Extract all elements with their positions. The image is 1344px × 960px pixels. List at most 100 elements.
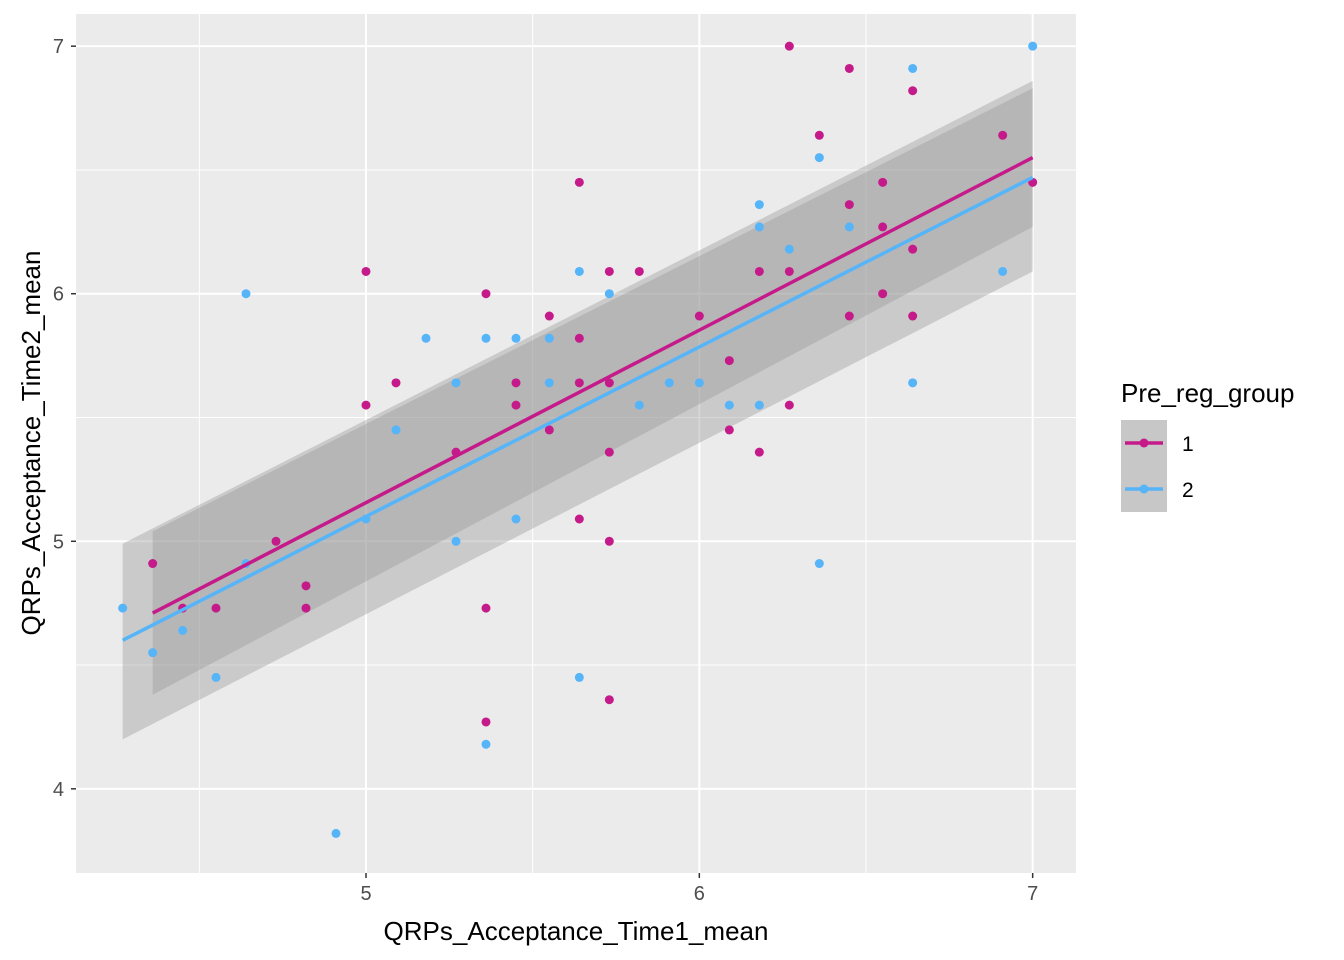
x-tick-label: 7 — [1027, 883, 1038, 905]
point-series-1 — [604, 266, 614, 276]
point-series-2 — [451, 536, 461, 546]
fit-line-series-1 — [151, 156, 1034, 615]
point-series-1 — [998, 130, 1008, 140]
y-tick-label: 7 — [53, 36, 64, 58]
point-series-2 — [421, 333, 431, 343]
point-series-2 — [784, 244, 794, 254]
point-series-2 — [178, 625, 188, 635]
point-series-2 — [694, 378, 704, 388]
point-series-1 — [148, 559, 158, 569]
point-series-1 — [844, 63, 854, 73]
legend-label-1: 1 — [1182, 433, 1194, 456]
point-series-1 — [724, 425, 734, 435]
regression-lines — [121, 156, 1034, 642]
point-series-1 — [814, 130, 824, 140]
point-series-1 — [724, 356, 734, 366]
fit-line-series-2 — [121, 175, 1034, 642]
point-series-1 — [361, 400, 371, 410]
point-series-1 — [784, 400, 794, 410]
major-gridlines — [76, 14, 1076, 873]
point-series-1 — [604, 536, 614, 546]
point-series-1 — [784, 41, 794, 51]
point-series-1 — [574, 514, 584, 524]
legend-title: Pre_reg_group — [1121, 378, 1294, 408]
point-series-2 — [574, 672, 584, 682]
point-series-2 — [574, 266, 584, 276]
data-points — [118, 41, 1038, 838]
point-series-1 — [604, 695, 614, 705]
point-series-2 — [634, 400, 644, 410]
point-series-1 — [301, 603, 311, 613]
x-tick-label: 6 — [694, 883, 705, 905]
ci-band-series-1 — [152, 88, 1033, 695]
point-series-1 — [511, 400, 521, 410]
point-series-2 — [511, 514, 521, 524]
legend-key-2-point — [1139, 484, 1149, 494]
point-series-1 — [844, 200, 854, 210]
point-series-2 — [481, 739, 491, 749]
point-series-1 — [391, 378, 401, 388]
point-series-1 — [574, 333, 584, 343]
point-series-2 — [241, 289, 251, 299]
point-series-2 — [664, 378, 674, 388]
point-series-1 — [604, 447, 614, 457]
point-series-2 — [511, 333, 521, 343]
point-series-1 — [908, 244, 918, 254]
point-series-1 — [604, 378, 614, 388]
point-series-1 — [574, 378, 584, 388]
point-series-1 — [908, 86, 918, 96]
x-axis-title: QRPs_Acceptance_Time1_mean — [384, 916, 769, 946]
point-series-2 — [844, 222, 854, 232]
minor-gridlines — [76, 14, 1076, 873]
point-series-2 — [754, 222, 764, 232]
point-series-1 — [878, 177, 888, 187]
point-series-2 — [1028, 41, 1038, 51]
point-series-2 — [391, 425, 401, 435]
legend-label-2: 2 — [1182, 479, 1194, 502]
point-series-2 — [211, 672, 221, 682]
point-series-1 — [271, 536, 281, 546]
point-series-2 — [331, 828, 341, 838]
legend: Pre_reg_group 1 2 — [1121, 378, 1294, 512]
point-series-2 — [814, 153, 824, 163]
point-series-1 — [908, 311, 918, 321]
point-series-1 — [301, 581, 311, 591]
point-series-1 — [878, 222, 888, 232]
point-series-1 — [878, 289, 888, 299]
point-series-1 — [211, 603, 221, 613]
point-series-2 — [451, 378, 461, 388]
point-series-2 — [724, 400, 734, 410]
point-series-1 — [754, 266, 764, 276]
point-series-1 — [481, 603, 491, 613]
point-series-1 — [511, 378, 521, 388]
y-axis-title: QRPs_Acceptance_Time2_mean — [16, 251, 46, 636]
point-series-2 — [604, 289, 614, 299]
point-series-1 — [844, 311, 854, 321]
plot-panel — [76, 14, 1076, 873]
legend-key-1-point — [1139, 438, 1149, 448]
point-series-2 — [814, 559, 824, 569]
axes: 5 6 7 4 5 6 7 — [53, 36, 1038, 905]
point-series-1 — [634, 266, 644, 276]
point-series-1 — [754, 447, 764, 457]
point-series-2 — [998, 266, 1008, 276]
point-series-2 — [754, 400, 764, 410]
point-series-1 — [544, 425, 554, 435]
point-series-1 — [784, 266, 794, 276]
y-tick-label: 5 — [53, 531, 64, 553]
y-tick-label: 4 — [53, 779, 64, 801]
point-series-2 — [754, 200, 764, 210]
x-tick-label: 5 — [360, 883, 371, 905]
point-series-1 — [361, 266, 371, 276]
point-series-2 — [481, 333, 491, 343]
point-series-2 — [544, 333, 554, 343]
point-series-2 — [908, 63, 918, 73]
point-series-2 — [908, 378, 918, 388]
point-series-1 — [574, 177, 584, 187]
point-series-2 — [544, 378, 554, 388]
point-series-1 — [481, 717, 491, 727]
point-series-1 — [544, 311, 554, 321]
point-series-2 — [148, 648, 158, 658]
point-series-1 — [694, 311, 704, 321]
